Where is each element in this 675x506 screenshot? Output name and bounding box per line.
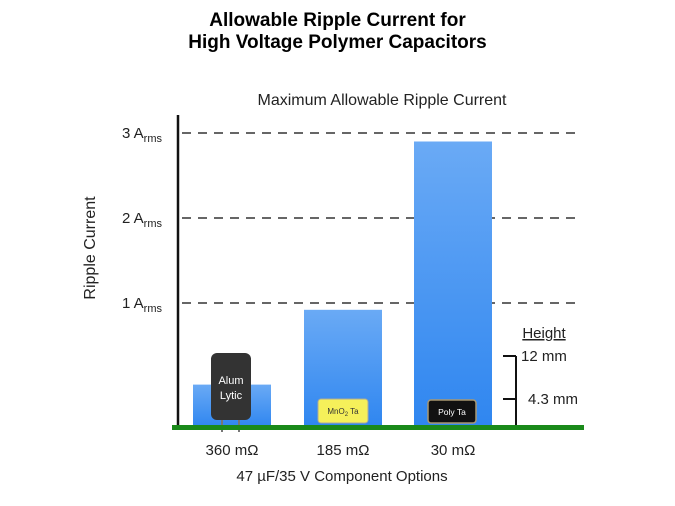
height-12mm-label: 12 mm — [521, 348, 567, 365]
y-tick-label: 1 Arms — [122, 295, 163, 315]
y-axis-label: Ripple Current — [82, 196, 99, 300]
chart-title: Maximum Allowable Ripple Current — [258, 92, 508, 109]
poly-ta-capacitor — [427, 399, 477, 424]
bar — [414, 141, 492, 427]
x-tick-label: 360 mΩ — [206, 442, 259, 459]
x-tick-label: 30 mΩ — [431, 442, 476, 459]
height-legend-title: Height — [522, 325, 566, 342]
slide-title: Allowable Ripple Current for High Voltag… — [0, 10, 675, 54]
alum-lytic-label-line1: Alum — [218, 375, 243, 387]
height-4mm-label: 4.3 mm — [528, 391, 578, 408]
x-axis-label: 47 µF/35 V Component Options — [236, 468, 447, 485]
mno2-capacitor — [317, 398, 369, 424]
slide-title-line2: High Voltage Polymer Capacitors — [188, 32, 487, 53]
x-tick-label: 185 mΩ — [317, 442, 370, 459]
mno2-label: MnO2 Ta — [327, 407, 359, 418]
slide-title-line1: Allowable Ripple Current for — [209, 10, 466, 31]
baseline — [172, 425, 584, 430]
alum-lytic-capacitor — [211, 353, 251, 420]
y-tick-label: 2 Arms — [122, 210, 163, 230]
poly-ta-label: Poly Ta — [438, 407, 466, 417]
y-tick-label: 3 Arms — [122, 125, 163, 145]
alum-lytic-label-line2: Lytic — [220, 390, 243, 402]
